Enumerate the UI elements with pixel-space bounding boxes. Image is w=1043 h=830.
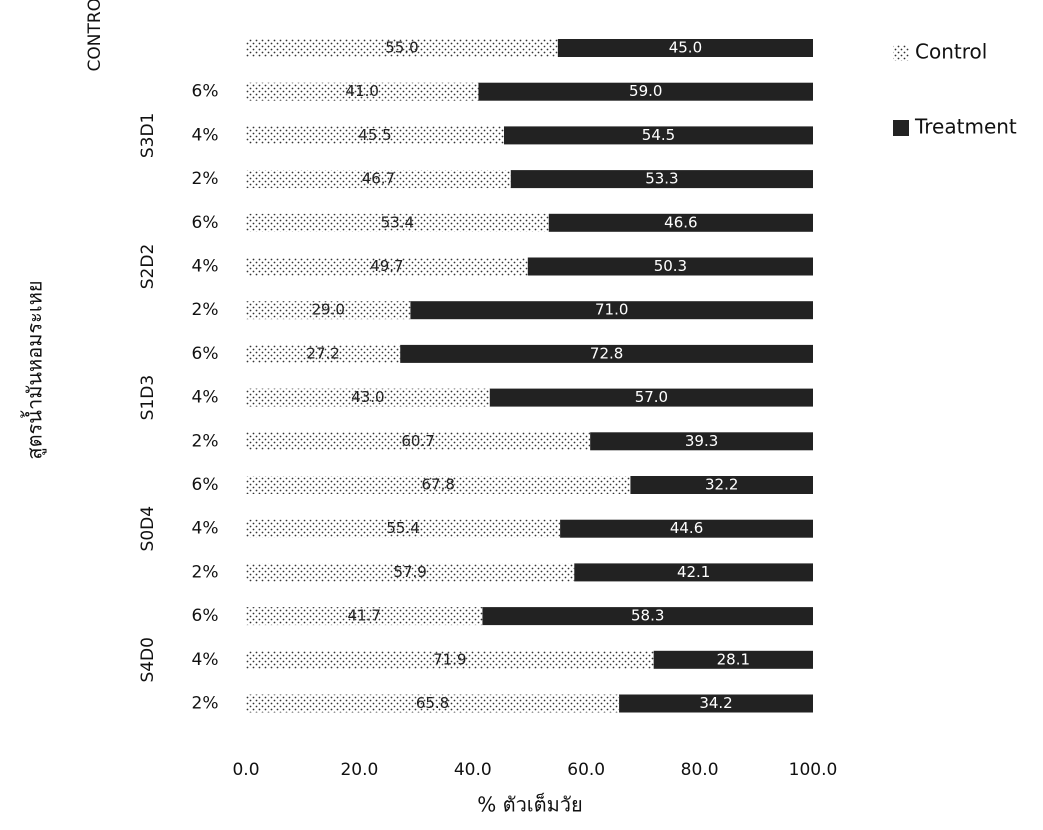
value-label: 39.3: [685, 432, 718, 450]
y-tick-label: 6%: [192, 344, 219, 364]
group-label: S4D0: [138, 637, 158, 683]
y-tick-label: 6%: [192, 82, 219, 102]
x-tick-label: 100.0: [789, 760, 838, 780]
value-label: 71.9: [433, 650, 466, 668]
x-tick-label: 60.0: [567, 760, 605, 780]
y-tick-label: 6%: [192, 606, 219, 626]
group-label: S2D2: [138, 244, 158, 290]
value-label: 43.0: [351, 388, 384, 406]
value-label: 46.7: [362, 170, 395, 188]
value-label: 45.0: [669, 39, 702, 57]
value-label: 41.0: [346, 82, 379, 100]
value-label: 67.8: [422, 476, 455, 494]
x-tick-label: 20.0: [340, 760, 378, 780]
y-tick-label: 4%: [192, 519, 219, 539]
value-label: 44.6: [670, 519, 703, 537]
value-label: 54.5: [642, 126, 675, 144]
group-label: S3D1: [138, 113, 158, 159]
value-label: 28.1: [717, 650, 750, 668]
y-tick-label: 4%: [192, 125, 219, 145]
value-label: 32.2: [705, 476, 738, 494]
value-label: 53.3: [645, 170, 678, 188]
page: {"chart_data": {"type": "stacked-barh", …: [0, 0, 1043, 830]
value-label: 42.1: [677, 563, 710, 581]
value-label: 55.0: [385, 39, 418, 57]
y-tick-label: 4%: [192, 388, 219, 408]
group-label: S1D3: [138, 375, 158, 421]
value-label: 53.4: [381, 213, 414, 231]
value-label: 57.0: [635, 388, 668, 406]
value-label: 65.8: [416, 694, 449, 712]
value-label: 58.3: [631, 607, 664, 625]
value-label: 72.8: [590, 344, 623, 362]
value-label: 34.2: [699, 694, 732, 712]
value-label: 29.0: [312, 301, 345, 319]
y-tick-label: 4%: [192, 650, 219, 670]
value-label: 60.7: [401, 432, 434, 450]
value-label: 55.4: [386, 519, 419, 537]
value-label: 50.3: [654, 257, 687, 275]
y-tick-label: 4%: [192, 257, 219, 277]
chart: % ตัวเต็มวัย สูตรน้ำมันหอมระเหย 0.0 20.0 4…: [0, 0, 1043, 826]
y-tick-label: 2%: [192, 562, 219, 582]
value-label: 49.7: [370, 257, 403, 275]
x-tick-label: 0.0: [232, 760, 259, 780]
legend-label: Treatment: [914, 115, 1017, 139]
legend-swatch: [893, 120, 909, 136]
value-label: 57.9: [393, 563, 426, 581]
value-label: 46.6: [664, 213, 697, 231]
y-tick-label: 2%: [192, 300, 219, 320]
group-label: S0D4: [138, 506, 158, 552]
y-tick-label: 2%: [192, 431, 219, 451]
value-label: 71.0: [595, 301, 628, 319]
y-tick-label: 6%: [192, 213, 219, 233]
legend-label: Control: [915, 40, 987, 64]
value-label: 59.0: [629, 82, 662, 100]
value-label: 41.7: [348, 607, 381, 625]
y-tick-label: 2%: [192, 169, 219, 189]
x-tick-label: 80.0: [681, 760, 719, 780]
legend-swatch: [893, 45, 909, 61]
value-label: 27.2: [306, 344, 339, 362]
y-axis-title: สูตรน้ำมันหอมระเหย: [21, 280, 48, 459]
value-label: 45.5: [358, 126, 391, 144]
y-tick-label: 2%: [192, 694, 219, 714]
y-tick-label: 6%: [192, 475, 219, 495]
x-axis-title: % ตัวเต็มวัย: [477, 792, 583, 817]
group-label: CONTROL: [85, 0, 105, 72]
x-tick-label: 40.0: [454, 760, 492, 780]
